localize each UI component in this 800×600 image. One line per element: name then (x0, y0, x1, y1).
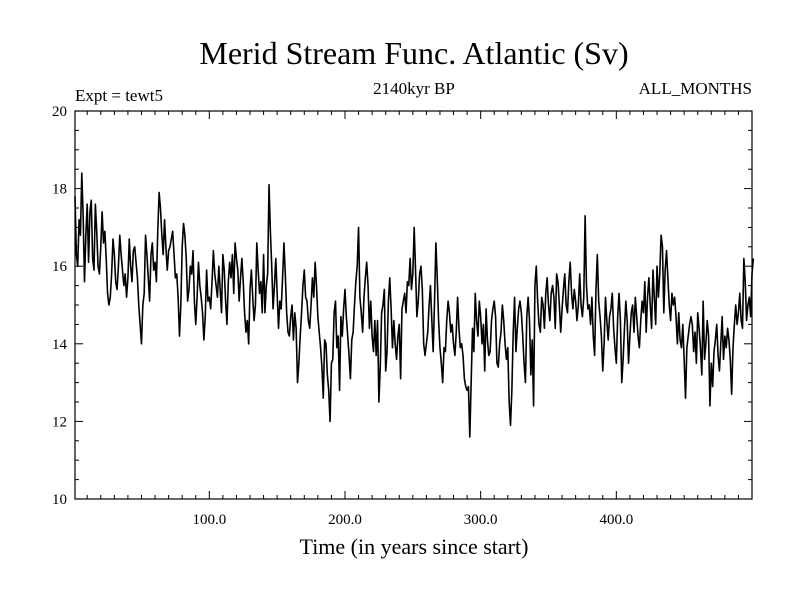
chart-title: Merid Stream Func. Atlantic (Sv) (199, 35, 628, 71)
x-tick-label: 200.0 (328, 512, 362, 528)
y-tick-label: 18 (52, 182, 67, 198)
y-tick-label: 14 (52, 337, 68, 353)
series-layer (74, 172, 755, 438)
y-tick-label: 12 (52, 414, 67, 430)
period-label: 2140kyr BP (373, 79, 455, 98)
months-label: ALL_MONTHS (639, 79, 752, 98)
x-axis-title: Time (in years since start) (300, 534, 529, 559)
x-tick-label: 100.0 (192, 512, 226, 528)
x-tick-label: 400.0 (599, 512, 633, 528)
y-tick-label: 16 (52, 259, 68, 275)
series-line (74, 172, 755, 438)
y-tick-label: 10 (52, 492, 67, 508)
x-tick-label: 300.0 (464, 512, 498, 528)
experiment-label: Expt = tewt5 (75, 86, 163, 105)
axis-tick-labels: 100.0 200.0 300.0 400.0 10 12 14 16 18 20 (52, 104, 633, 528)
y-tick-label: 20 (52, 104, 67, 120)
plot-frame (74, 110, 753, 500)
